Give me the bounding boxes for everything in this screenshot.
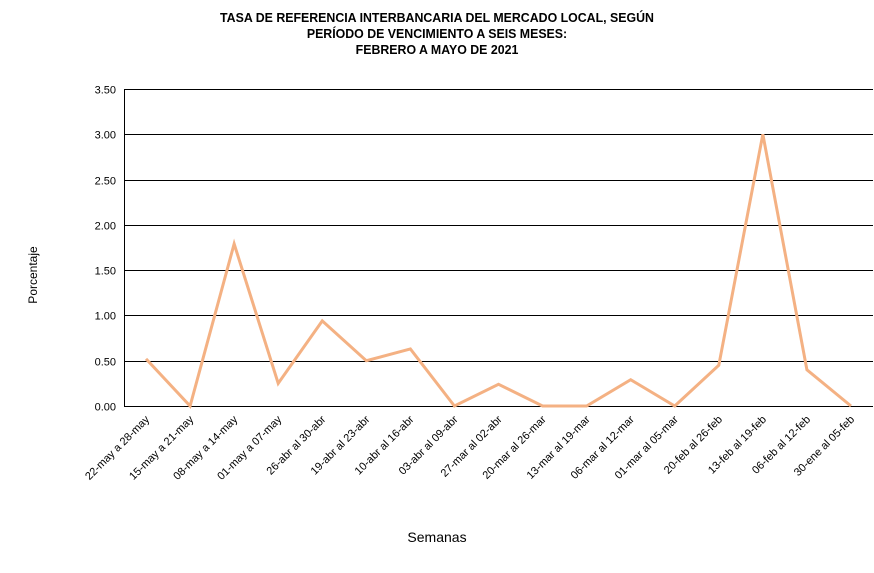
y-tick-label: 3.00 <box>95 130 116 142</box>
y-tick-label: 1.50 <box>95 266 116 278</box>
chart-title-line-3: FEBRERO A MAYO DE 2021 <box>355 42 519 57</box>
y-tick-label: 2.50 <box>95 176 116 188</box>
x-axis-label: Semanas <box>407 529 467 545</box>
y-tick-label: 2.00 <box>95 221 116 233</box>
y-tick-label: 1.00 <box>95 311 116 323</box>
y-tick-label: 3.50 <box>95 85 116 97</box>
y-tick-label: 0.00 <box>95 402 116 414</box>
chart-title-line-1: TASA DE REFERENCIA INTERBANCARIA DEL MER… <box>220 10 654 25</box>
y-tick-label: 0.50 <box>95 357 116 369</box>
chart-title-line-2: PERÍODO DE VENCIMIENTO A SEIS MESES: <box>306 26 568 41</box>
